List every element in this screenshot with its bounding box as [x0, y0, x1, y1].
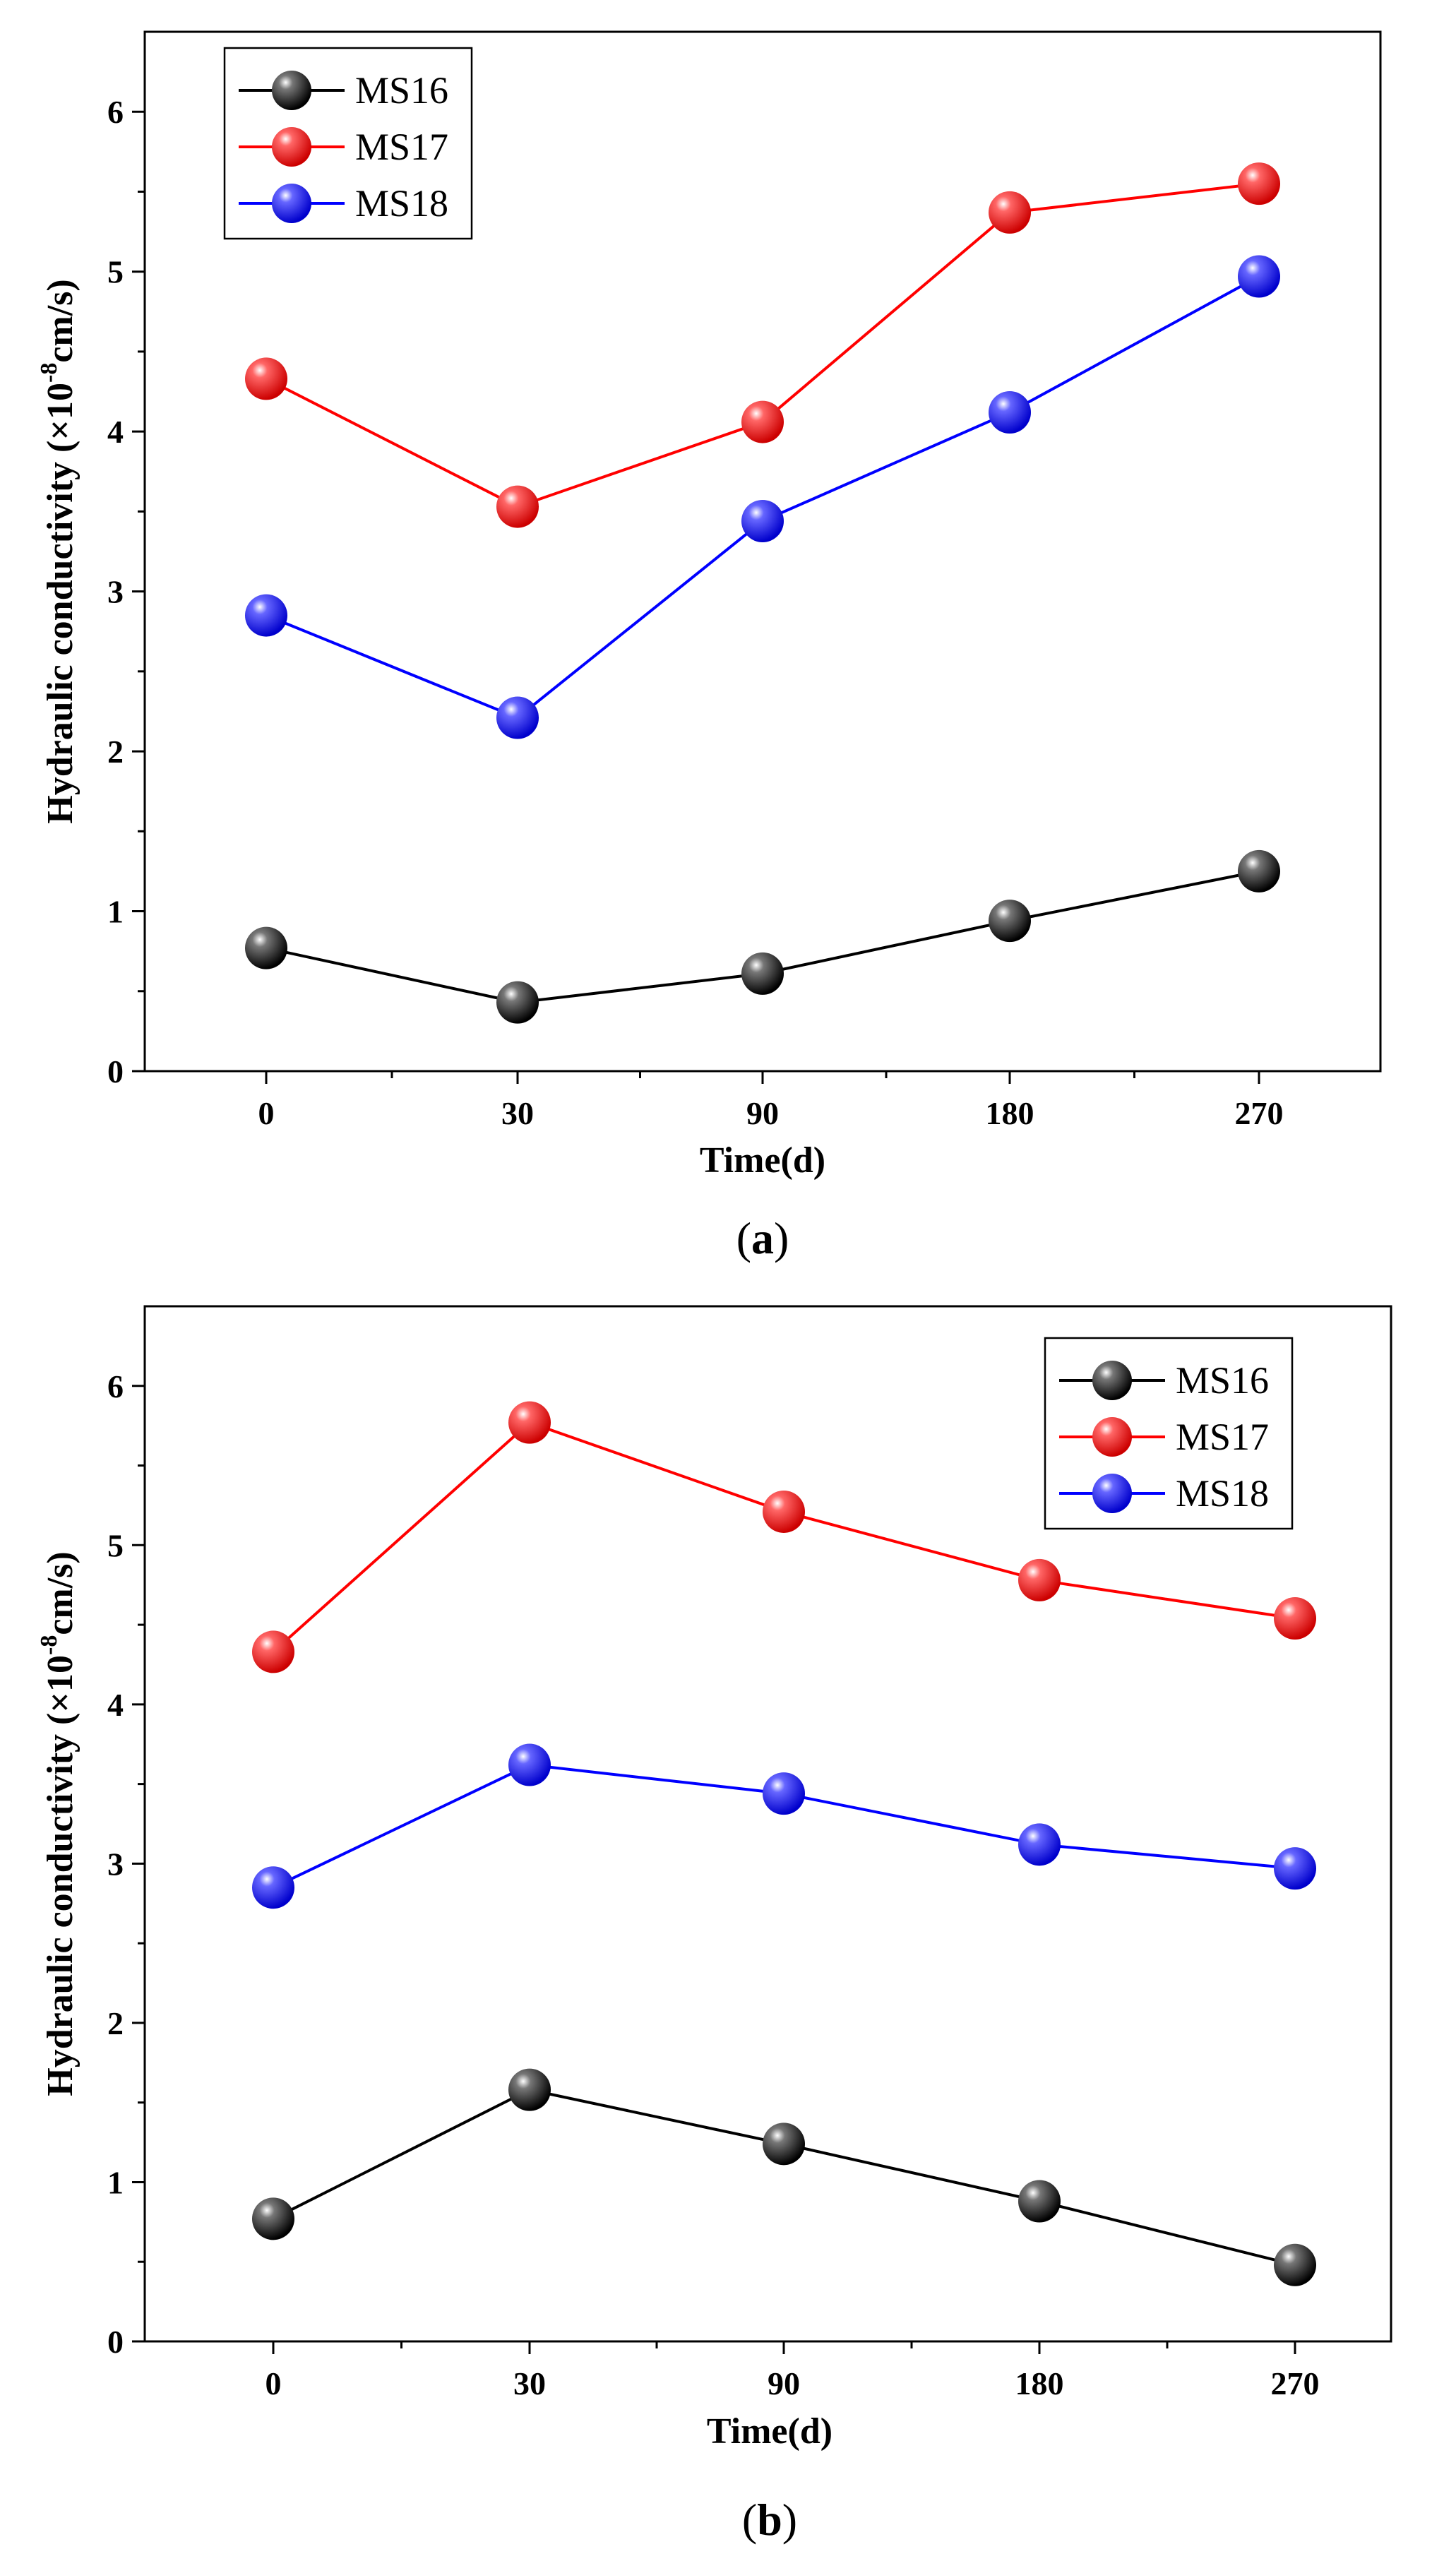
data-point-ms17 [1018, 1558, 1061, 1601]
data-point-ms16 [1238, 849, 1280, 893]
chart-b: 0 1 2 3 4 5 6 0 30 90 180 270 MS16 MS17 MS18 Hydraul… [36, 1305, 1392, 2545]
y-tick-label: 2 [107, 734, 124, 770]
x-tick-label: 180 [986, 1095, 1034, 1131]
data-point-ms18 [1018, 1823, 1061, 1866]
x-tick-label: 270 [1271, 2365, 1320, 2401]
axis-ticks [132, 1385, 1296, 2354]
y-tick-label: 5 [107, 1527, 124, 1563]
y-tick-label: 2 [107, 2005, 124, 2041]
y-tick-label: 4 [107, 414, 124, 450]
data-point-ms17 [1238, 162, 1280, 205]
data-point-ms16 [1274, 2243, 1316, 2286]
data-point-ms18 [252, 1866, 294, 1909]
x-tick-labels: 0 30 90 180 270 [265, 2365, 1320, 2401]
x-axis-title: Time(d) [707, 2411, 833, 2452]
data-point-ms16 [508, 2068, 551, 2111]
legend-marker [1092, 1361, 1132, 1400]
x-tick-label: 90 [746, 1095, 779, 1131]
data-point-ms18 [496, 696, 539, 739]
data-point-ms18 [763, 1772, 805, 1815]
series-line-ms16 [273, 2088, 1296, 2267]
data-point-ms18 [508, 1743, 551, 1786]
legend-box [1044, 1337, 1294, 1530]
legend: MS16 MS17 MS18 [1044, 1337, 1294, 1530]
y-tick-label: 4 [107, 1687, 124, 1723]
legend-marker [272, 71, 311, 110]
data-point-ms18 [1274, 1847, 1316, 1890]
series-lines [265, 182, 1260, 1004]
legend-label: MS16 [1176, 1359, 1269, 1402]
x-axis-title: Time(d) [700, 1140, 825, 1181]
plot-frame [143, 1305, 1392, 2343]
legend-label: MS17 [355, 126, 448, 168]
data-point-ms16 [252, 2197, 294, 2240]
y-tick-labels: 0 1 2 3 4 5 6 [107, 94, 124, 1090]
data-point-ms17 [989, 191, 1031, 234]
data-point-ms16 [496, 981, 539, 1024]
data-point-ms16 [763, 2123, 805, 2166]
x-tick-label: 90 [768, 2365, 800, 2401]
caption: (a) [736, 1213, 789, 1263]
y-tick-label: 1 [107, 2164, 124, 2200]
data-point-ms17 [763, 1490, 805, 1533]
legend-label: MS18 [1176, 1472, 1269, 1515]
legend-marker [272, 184, 311, 223]
data-point-ms17 [496, 485, 539, 528]
y-tick-label: 0 [107, 2324, 124, 2360]
y-tick-label: 0 [107, 1053, 124, 1090]
x-tick-label: 270 [1235, 1095, 1284, 1131]
legend-marker [1092, 1417, 1132, 1457]
data-point-ms17 [245, 357, 287, 400]
data-point-ms16 [1018, 2180, 1061, 2223]
legend-label: MS16 [355, 69, 448, 112]
chart-a: 0 1 2 3 4 5 6 0 30 90 180 270 MS16 MS17 MS18 Hydraul… [36, 30, 1382, 1263]
data-point-ms18 [1238, 255, 1280, 298]
data-point-ms18 [245, 594, 287, 637]
data-point-ms18 [989, 390, 1031, 434]
data-point-ms17 [1274, 1597, 1316, 1640]
y-tick-label: 6 [107, 94, 124, 130]
x-tick-label: 0 [265, 2365, 282, 2401]
series-points [252, 1401, 1316, 2286]
data-point-ms17 [508, 1401, 551, 1444]
legend-marker [272, 127, 311, 167]
legend-box [223, 47, 473, 240]
x-tick-label: 180 [1015, 2365, 1064, 2401]
x-tick-label: 0 [258, 1095, 275, 1131]
y-axis-title: Hydraulic conductivity (×10-8cm/s) [36, 1551, 80, 2096]
y-tick-labels: 0 1 2 3 4 5 6 [107, 1368, 124, 2360]
legend-label: MS18 [355, 182, 448, 225]
y-tick-label: 1 [107, 894, 124, 930]
axis-ticks [132, 110, 1260, 1084]
y-tick-label: 5 [107, 254, 124, 290]
caption: (b) [742, 2495, 797, 2545]
y-tick-label: 6 [107, 1368, 124, 1404]
data-point-ms17 [741, 400, 784, 443]
y-tick-label: 3 [107, 1846, 124, 1882]
data-point-ms18 [741, 499, 784, 542]
series-points [245, 162, 1280, 1024]
y-axis-title: Hydraulic conductivity (×10-8cm/s) [36, 279, 80, 823]
data-point-ms16 [245, 926, 287, 969]
data-point-ms16 [989, 900, 1031, 943]
y-tick-label: 3 [107, 574, 124, 610]
data-point-ms17 [252, 1630, 294, 1673]
data-point-ms16 [741, 952, 784, 995]
x-tick-labels: 0 30 90 180 270 [258, 1095, 1284, 1131]
legend-marker [1092, 1474, 1132, 1513]
legend: MS16 MS17 MS18 [223, 47, 473, 240]
x-tick-label: 30 [513, 2365, 546, 2401]
legend-label: MS17 [1176, 1416, 1269, 1458]
x-tick-label: 30 [501, 1095, 534, 1131]
series-line-ms18 [265, 275, 1260, 720]
